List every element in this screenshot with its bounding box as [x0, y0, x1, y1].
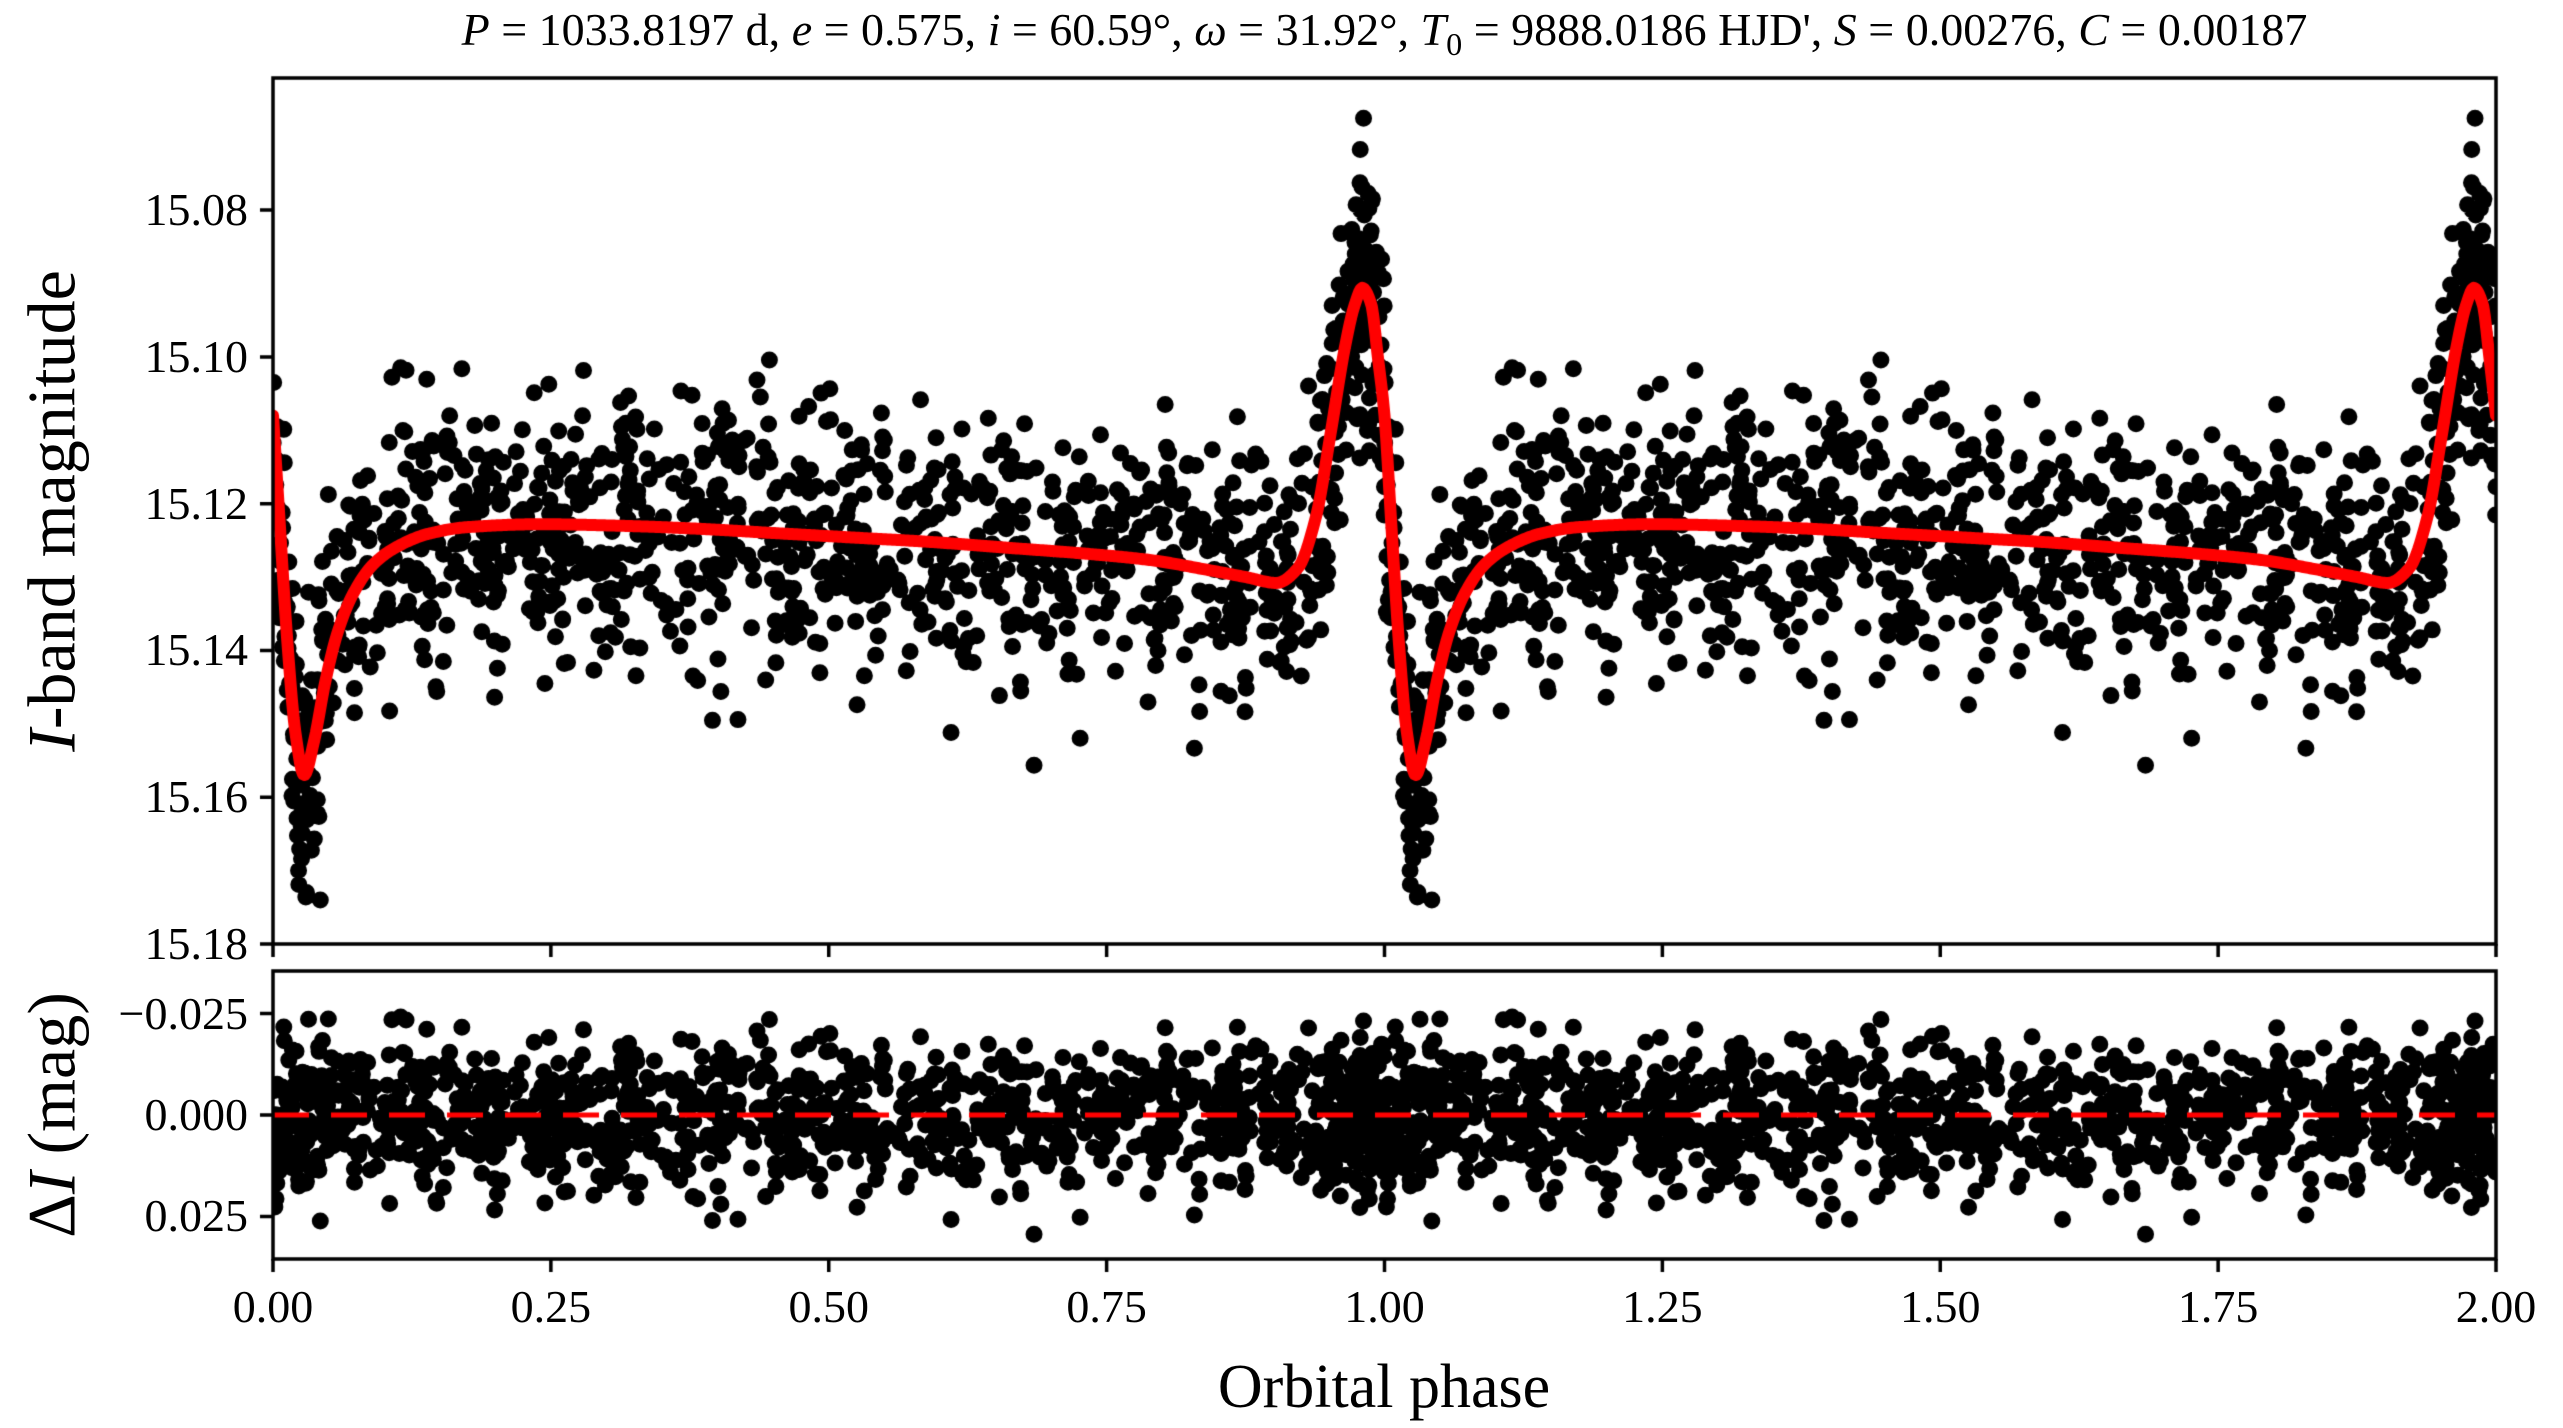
text-segment: C	[2078, 4, 2109, 55]
y-tick-label-main: 15.18	[144, 918, 249, 969]
text-segment: I	[13, 729, 90, 752]
x-tick-label: 0.50	[788, 1281, 870, 1332]
text-segment: = 0.00187	[2108, 4, 2308, 55]
x-tick-label: 0.00	[232, 1281, 314, 1332]
y-tick-label-residual: −0.025	[118, 987, 248, 1039]
x-tick-label: 2.00	[2455, 1281, 2537, 1332]
x-tick-label: 0.25	[510, 1281, 592, 1332]
text-segment: = 0.575,	[812, 4, 988, 55]
text-segment: i	[987, 4, 1001, 55]
x-tick-label: 0.75	[1066, 1281, 1147, 1332]
text-segment: = 9888.0186 HJD',	[1462, 4, 1834, 55]
y-tick-label-main: 15.12	[144, 477, 249, 529]
x-tick-label: 1.00	[1344, 1281, 1425, 1332]
text-segment: = 0.00276,	[1856, 4, 2079, 55]
text-segment: S	[1833, 4, 1857, 55]
y-tick-label-residual: 0.025	[144, 1190, 249, 1242]
text-segment: = 1033.8197 d,	[489, 4, 792, 55]
y-tick-label-main: 15.08	[144, 184, 249, 236]
text-segment: = 31.92°,	[1226, 4, 1421, 55]
text-segment: I	[13, 1171, 90, 1195]
x-tick-label: 1.50	[1900, 1281, 1981, 1332]
y-tick-label-main: 15.14	[144, 624, 249, 676]
x-tick-label: 1.25	[1622, 1281, 1703, 1332]
y-tick-label-main: 15.10	[144, 330, 249, 382]
text-segment: = 60.59°,	[1000, 4, 1195, 55]
text-segment: 0	[1446, 26, 1463, 63]
y-tick-label-residual: 0.000	[144, 1089, 249, 1140]
text-segment: P	[461, 4, 490, 55]
figure-title: P = 1033.8197 d, e = 0.575, i = 60.59°, …	[273, 4, 2496, 70]
x-axis-label: Orbital phase	[1217, 1353, 1551, 1421]
x-tick-label: 1.75	[2177, 1281, 2259, 1332]
text-segment: e	[791, 4, 813, 55]
y-tick-label-main: 15.16	[144, 771, 249, 823]
text-segment: ω	[1194, 4, 1227, 55]
text-segment: T	[1420, 4, 1447, 55]
